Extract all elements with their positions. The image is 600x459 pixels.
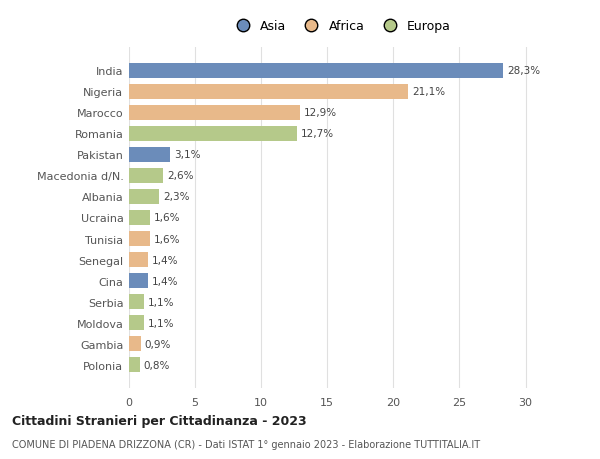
Text: 28,3%: 28,3% [507, 66, 540, 76]
Bar [129, 168, 163, 183]
Bar [129, 316, 143, 330]
Text: 1,1%: 1,1% [148, 297, 174, 307]
Bar [129, 253, 148, 268]
Text: 12,9%: 12,9% [304, 108, 337, 118]
Bar [129, 211, 150, 225]
Bar [129, 106, 299, 120]
Text: 1,6%: 1,6% [154, 213, 181, 223]
Bar [129, 274, 148, 288]
Legend: Asia, Africa, Europa: Asia, Africa, Europa [225, 15, 456, 38]
Text: 12,7%: 12,7% [301, 129, 334, 139]
Text: 21,1%: 21,1% [412, 87, 445, 97]
Bar [129, 358, 140, 372]
Text: 1,4%: 1,4% [151, 255, 178, 265]
Bar [129, 148, 170, 162]
Bar [129, 295, 143, 309]
Text: 0,8%: 0,8% [143, 360, 170, 370]
Bar [129, 337, 141, 352]
Bar [129, 84, 408, 99]
Bar [129, 64, 503, 78]
Text: 3,1%: 3,1% [174, 150, 200, 160]
Text: 1,6%: 1,6% [154, 234, 181, 244]
Text: 2,6%: 2,6% [167, 171, 194, 181]
Bar [129, 127, 297, 141]
Text: 2,3%: 2,3% [163, 192, 190, 202]
Bar [129, 190, 160, 204]
Bar [129, 232, 150, 246]
Text: 1,1%: 1,1% [148, 318, 174, 328]
Text: 1,4%: 1,4% [151, 276, 178, 286]
Text: 0,9%: 0,9% [145, 339, 171, 349]
Text: Cittadini Stranieri per Cittadinanza - 2023: Cittadini Stranieri per Cittadinanza - 2… [12, 414, 307, 428]
Text: COMUNE DI PIADENA DRIZZONA (CR) - Dati ISTAT 1° gennaio 2023 - Elaborazione TUTT: COMUNE DI PIADENA DRIZZONA (CR) - Dati I… [12, 440, 480, 449]
